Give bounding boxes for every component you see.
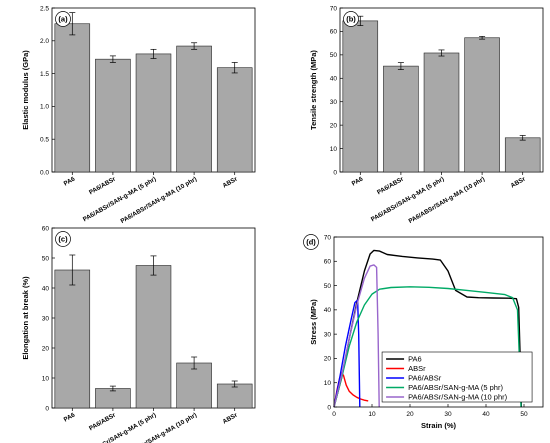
series-line: [333, 299, 361, 408]
series-line: [333, 286, 522, 408]
bar: [176, 362, 212, 409]
plot-frame: [333, 236, 544, 408]
panel-label-circle: [303, 234, 319, 250]
panel-label-text: (a): [58, 15, 68, 24]
y-tick-label: 50: [330, 52, 338, 59]
panel-label-text: (d): [306, 238, 316, 247]
panel-label-circle: [55, 231, 71, 247]
panel-label-circle: [343, 11, 359, 27]
category-label: PA6: [63, 411, 77, 423]
panel-label: (d): [303, 234, 319, 250]
series-line: [333, 264, 380, 408]
bar: [135, 53, 172, 173]
y-tick-label: 70: [330, 5, 338, 12]
y-axis-title: Elongation at break (%): [21, 276, 30, 360]
bar: [54, 23, 91, 173]
x-tick-label: 30: [444, 411, 452, 418]
y-tick-label: 1.0: [40, 104, 49, 111]
bar: [423, 52, 460, 173]
y-tick-label: 60: [330, 29, 338, 36]
legend-entry: PA6: [408, 355, 422, 364]
category-label: PA6: [63, 175, 77, 187]
bar: [54, 269, 91, 409]
bar: [342, 20, 379, 173]
category-label: ABSr: [510, 175, 528, 189]
category-label: PA6/ABSr: [376, 175, 405, 196]
y-tick-label: 30: [42, 315, 50, 322]
y-tick-label: 40: [330, 76, 338, 83]
y-axis-title: Stress (MPa): [309, 299, 318, 345]
y-tick-label: 20: [42, 345, 50, 352]
category-label: PA6: [351, 175, 365, 187]
bar: [383, 65, 419, 173]
bar: [464, 37, 500, 173]
y-tick-label: 70: [324, 234, 332, 241]
y-tick-label: 20: [330, 122, 338, 129]
legend-entry: PA6/ABSr: [408, 374, 442, 383]
panel-label-circle: [55, 11, 71, 27]
y-axis-title: Tensile strength (MPa): [309, 50, 318, 130]
legend-entry: PA6/ABSr/SAN-g-MA (10 phr): [408, 393, 508, 402]
y-tick-label: 40: [324, 307, 332, 314]
y-tick-label: 20: [324, 356, 332, 363]
bar: [216, 67, 253, 173]
category-label: PA6/ABSr: [88, 175, 117, 196]
panel-label: (c): [55, 231, 71, 247]
panel-label-text: (c): [58, 235, 68, 244]
y-tick-label: 0.5: [40, 137, 49, 144]
y-tick-label: 2.5: [40, 5, 49, 12]
bar: [216, 383, 253, 409]
panel-label: (b): [343, 11, 359, 27]
y-tick-label: 1.5: [40, 71, 49, 78]
y-tick-label: 30: [324, 331, 332, 338]
chart-panel-a: 0.0 0.5 1.0 1.5 2.0 2.5 PA6 PA6/ABSrPA6/ABSr/SA…: [21, 5, 256, 225]
y-tick-label: 40: [42, 285, 50, 292]
y-tick-label: 0: [333, 169, 337, 176]
y-tick-label: 30: [330, 99, 338, 106]
bar: [135, 265, 172, 409]
y-tick-label: 0.0: [40, 169, 49, 176]
y-tick-label: 10: [330, 146, 338, 153]
bar: [95, 58, 131, 173]
y-tick-label: 50: [42, 255, 50, 262]
bar: [95, 388, 131, 409]
x-tick-label: 50: [520, 411, 528, 418]
x-tick-label: 40: [482, 411, 490, 418]
y-tick-label: 2.0: [40, 38, 49, 45]
y-tick-label: 50: [324, 283, 332, 290]
x-tick-label: 20: [406, 411, 414, 418]
series-line: [333, 249, 522, 408]
y-axis-title: Elastic modulus (GPa): [21, 50, 30, 130]
chart-panel-b: 0 10 20 30 40 50 60 70 PA6 PA6/ABSrPA6/ABSr/SAN-g…: [309, 5, 544, 225]
category-label: ABSr: [222, 411, 240, 425]
y-tick-label: 0: [327, 404, 331, 411]
panel-label: (a): [55, 11, 71, 27]
category-label: PA6/ABSr/SAN-g-MA (5 phr): [370, 176, 446, 224]
y-tick-label: 60: [324, 259, 332, 266]
bar: [504, 137, 541, 173]
y-tick-label: 10: [42, 375, 50, 382]
legend-entry: ABSr: [408, 364, 426, 373]
category-label: PA6/ABSr/SAN-g-MA (5 phr): [82, 176, 158, 224]
y-tick-label: 60: [42, 225, 50, 232]
category-label: PA6/ABSr/SAN-g-MA (10 phr): [407, 176, 486, 225]
x-axis-title: Strain (%): [421, 421, 457, 430]
legend-box: [381, 351, 533, 403]
x-tick-label: 10: [368, 411, 376, 418]
category-label: ABSr: [222, 175, 240, 189]
x-tick-label: 0: [332, 411, 336, 418]
category-label: PA6/ABSr: [88, 411, 117, 432]
panel-label-text: (b): [346, 15, 356, 24]
y-tick-label: 10: [324, 380, 332, 387]
legend-entry: PA6/ABSr/SAN-g-MA (5 phr): [408, 383, 503, 392]
bar: [176, 45, 212, 173]
y-tick-label: 0: [45, 405, 49, 412]
category-label: PA6/ABSr/SAN-g-MA (10 phr): [119, 176, 198, 225]
